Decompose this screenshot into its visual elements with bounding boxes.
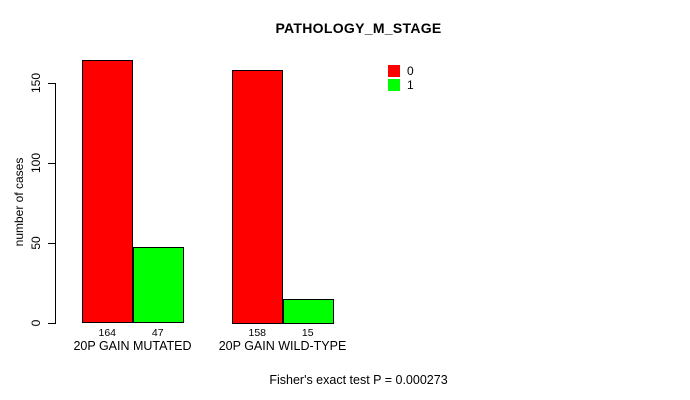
legend-label-1: 1 [407, 78, 414, 92]
legend-label-0: 0 [407, 64, 414, 78]
y-axis-tick-label: 150 [29, 72, 43, 94]
legend-row-1: 1 [388, 78, 414, 92]
fisher-test-label: Fisher's exact test P = 0.000273 [269, 373, 448, 387]
bar-group0-series0 [82, 60, 133, 323]
bar-group1-series0 [232, 70, 283, 324]
x-category-label: 20P GAIN WILD-TYPE [218, 339, 347, 353]
bar-value-label: 15 [301, 327, 314, 339]
bar-group0-series1 [133, 247, 184, 323]
y-axis-tick-label: 0 [29, 319, 43, 327]
y-axis-tick-label: 50 [29, 236, 43, 250]
bar-group1-series1 [283, 299, 334, 324]
bar-value-label: 47 [151, 327, 164, 339]
chart-title: PATHOLOGY_M_STAGE [275, 20, 442, 36]
x-category-label: 20P GAIN MUTATED [73, 339, 192, 353]
bar-value-label: 164 [98, 327, 117, 339]
y-axis-tick [48, 322, 55, 324]
y-axis-tick [48, 162, 55, 164]
y-axis-tick [48, 242, 55, 244]
bar-value-label: 158 [248, 327, 267, 339]
y-axis-line [55, 82, 56, 324]
legend-row-0: 0 [388, 64, 414, 78]
y-axis-tick-label: 100 [29, 152, 43, 174]
y-axis-tick [48, 82, 55, 84]
legend-swatch-1 [388, 79, 400, 91]
legend-swatch-0 [388, 65, 400, 77]
